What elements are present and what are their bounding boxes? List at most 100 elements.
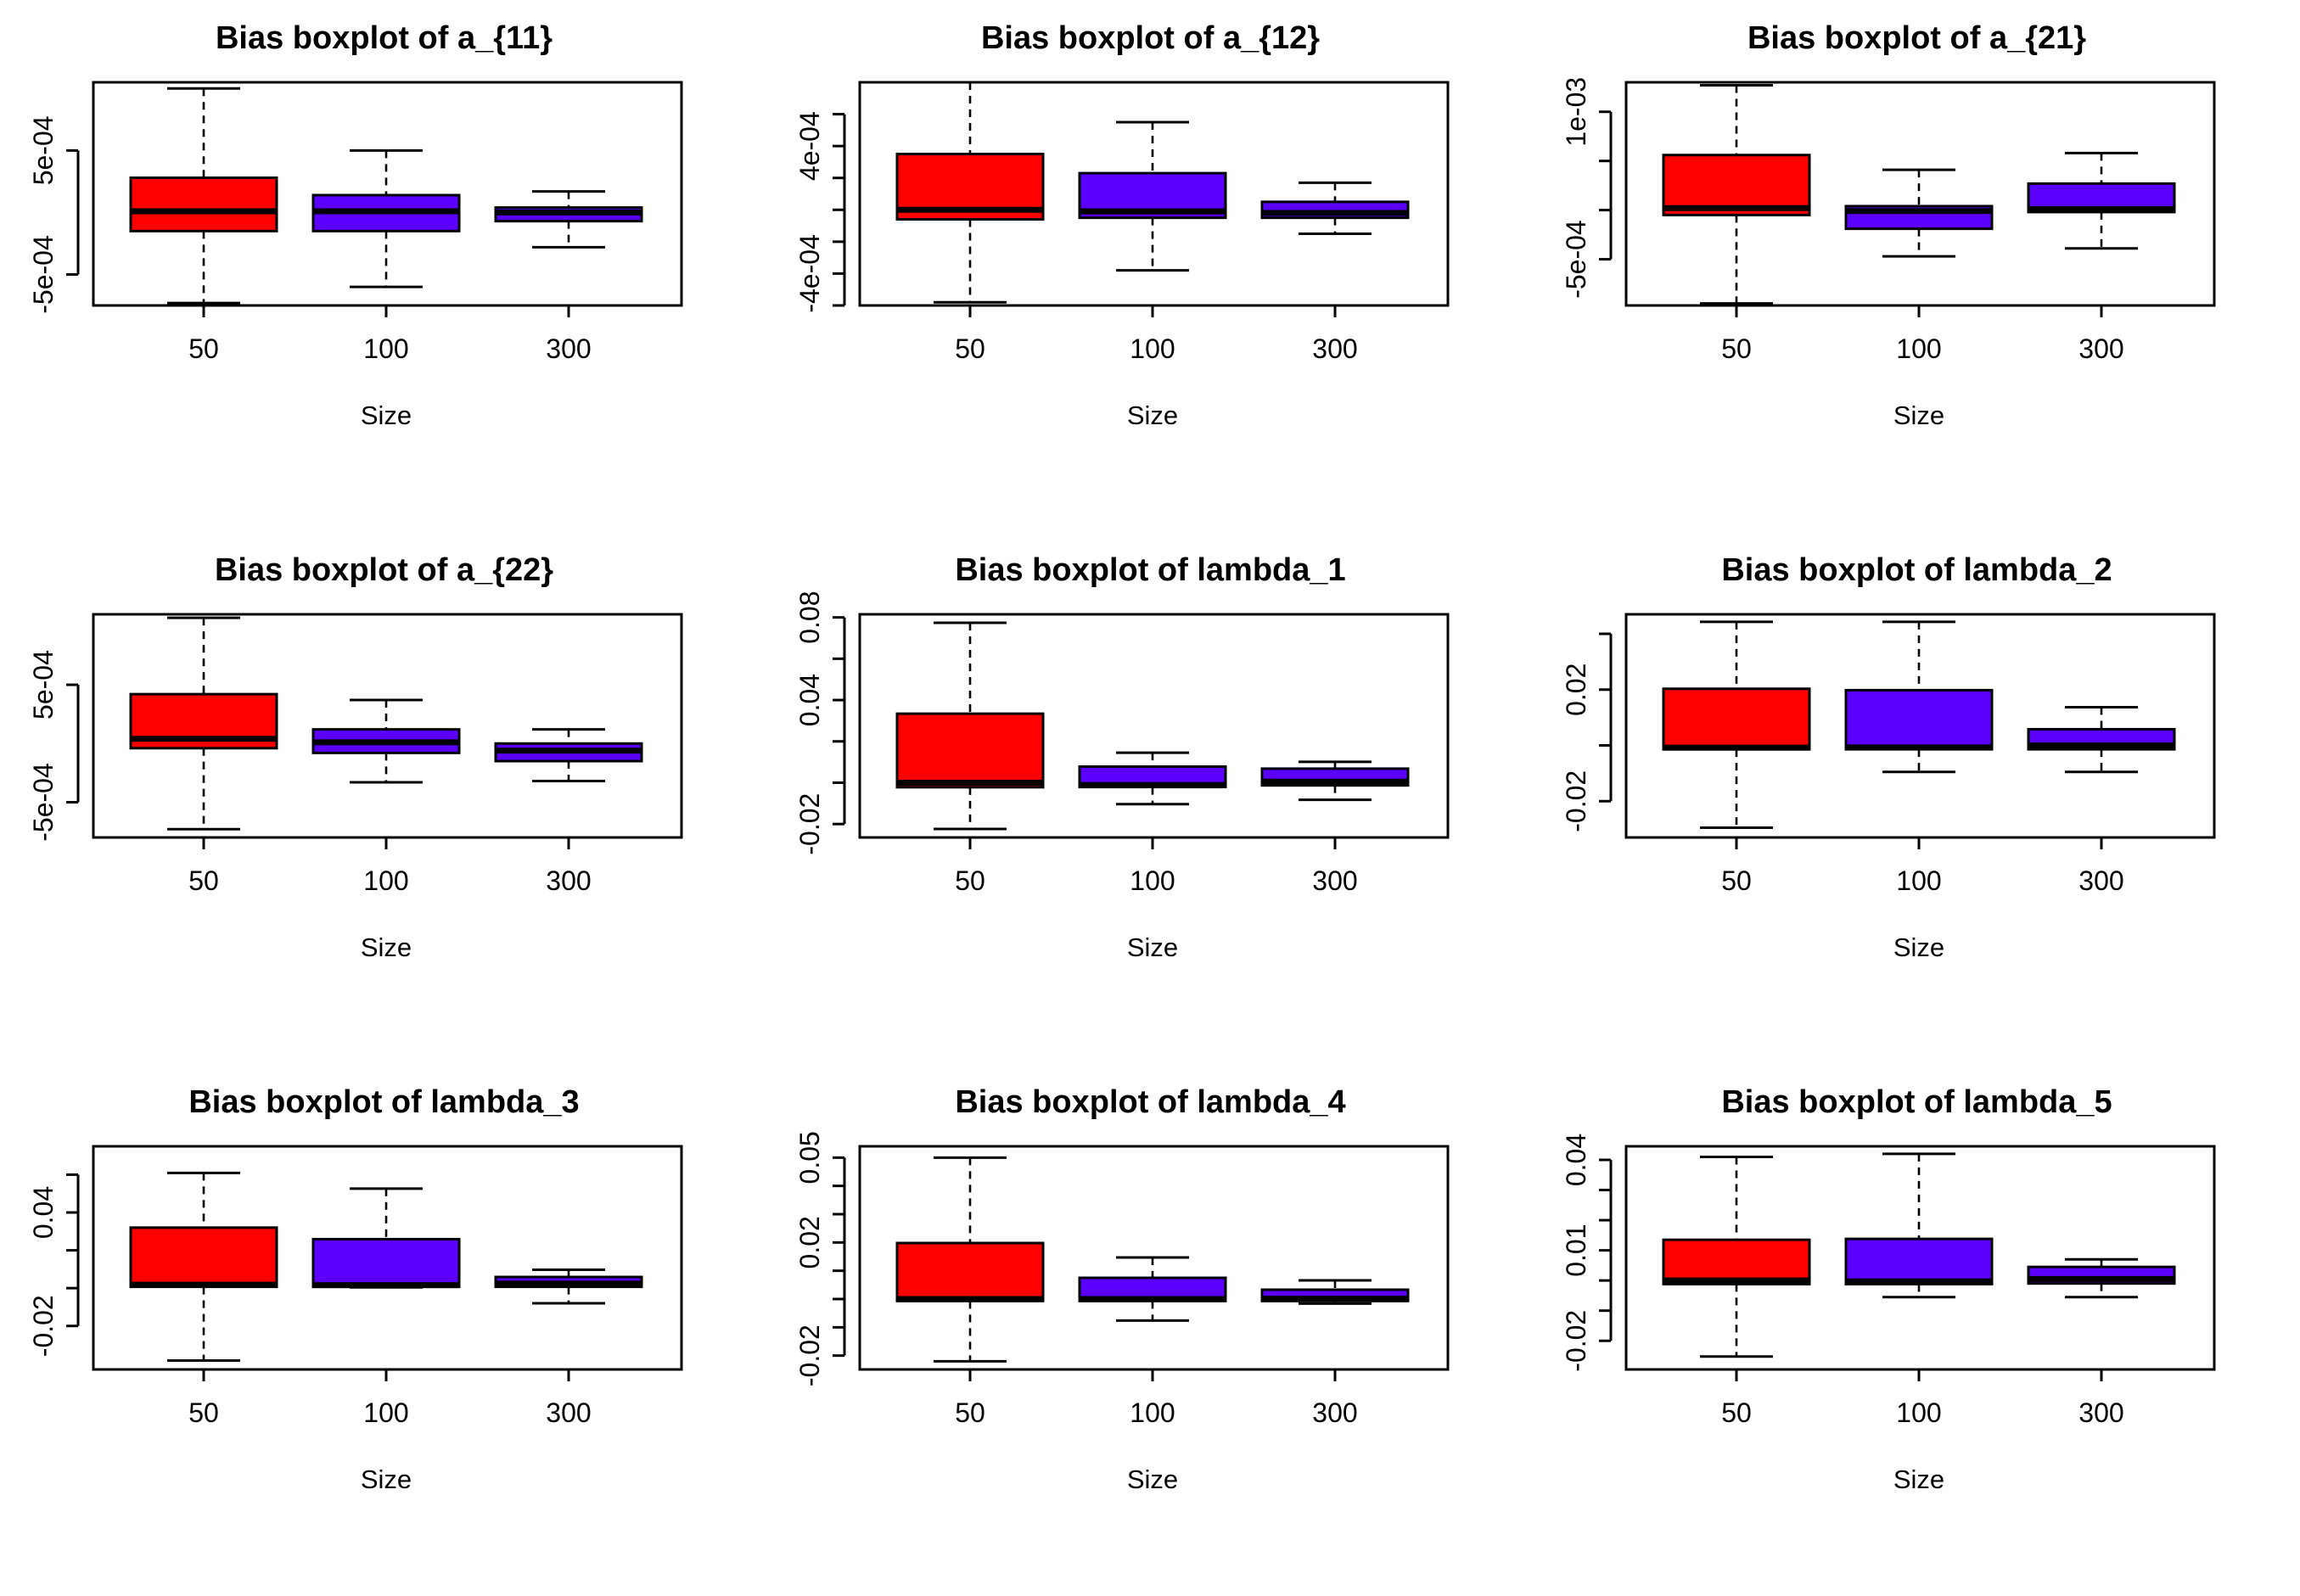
y-tick-label: 0.05 <box>794 1131 825 1184</box>
x-tick-label: 100 <box>1130 865 1175 896</box>
x-axis-title: Size <box>361 400 412 430</box>
box-300 <box>2027 151 2176 250</box>
box-iqr <box>895 1241 1045 1302</box>
boxplot-grid: Bias boxplot of a_{11} 50 100 300 Size -5e-04… <box>0 0 2299 1494</box>
x-tick-label: 100 <box>363 865 408 896</box>
box-300 <box>2027 705 2176 774</box>
boxplot-svg: Bias boxplot of lambda_3 50 100 300 Size -0.0… <box>28 1084 683 1494</box>
x-axis-title: Size <box>361 1464 412 1494</box>
box-300 <box>2027 1257 2176 1299</box>
x-tick-label: 50 <box>188 865 219 896</box>
chart-title: Bias boxplot of a_{21} <box>1747 20 2086 56</box>
box-50 <box>1662 83 1811 305</box>
x-tick-label: 100 <box>1896 1397 1941 1428</box>
box-iqr <box>895 712 1045 789</box>
boxplot-svg: Bias boxplot of lambda_4 50 100 300 Size -0.0… <box>794 1084 1450 1494</box>
y-tick-label: 1e-03 <box>1561 77 1591 147</box>
y-tick-label: -0.02 <box>28 1295 59 1357</box>
x-tick-label: 50 <box>1721 1397 1752 1428</box>
box-300 <box>1260 760 1410 802</box>
boxplot-panel: Bias boxplot of lambda_4 50 100 300 Size -0.0… <box>766 1064 1533 1596</box>
y-tick-label: -5e-04 <box>1561 220 1591 299</box>
chart-title: Bias boxplot of lambda_2 <box>1721 552 2112 588</box>
x-tick-label: 50 <box>955 865 985 896</box>
box-iqr <box>1662 154 1811 216</box>
y-tick-label: -5e-04 <box>28 235 59 314</box>
box-100 <box>311 1187 461 1289</box>
box-100 <box>311 698 461 784</box>
boxplot-panel: Bias boxplot of a_{21} 50 100 300 Size -5e-04… <box>1533 0 2299 532</box>
y-tick-label: 0.04 <box>1561 1134 1591 1186</box>
box-100 <box>1078 751 1227 806</box>
x-axis-title: Size <box>1127 400 1178 430</box>
box-300 <box>494 728 643 783</box>
boxplot-panel: Bias boxplot of a_{12} 50 100 300 Size -4e-04… <box>766 0 1533 532</box>
box-100 <box>1844 168 1994 258</box>
boxplot-panel: Bias boxplot of a_{22} 50 100 300 Size -5e-04… <box>0 532 766 1064</box>
box-iqr <box>1844 688 1994 751</box>
box-50 <box>129 87 278 305</box>
x-tick-label: 300 <box>1312 865 1357 896</box>
box-300 <box>494 1268 643 1305</box>
boxplot-svg: Bias boxplot of lambda_2 50 100 300 Size -0.0… <box>1561 552 2216 962</box>
box-50 <box>1662 620 1811 829</box>
x-tick-label: 50 <box>188 1397 219 1428</box>
y-tick-label: -4e-04 <box>794 234 825 313</box>
chart-title: Bias boxplot of lambda_1 <box>955 552 1345 588</box>
x-tick-label: 50 <box>188 333 219 364</box>
box-100 <box>1078 1256 1227 1322</box>
box-iqr <box>129 176 278 232</box>
y-tick-label: -0.02 <box>794 1324 825 1386</box>
y-tick-label: -0.02 <box>1561 770 1591 832</box>
chart-title: Bias boxplot of a_{11} <box>216 20 553 56</box>
x-tick-label: 100 <box>1130 333 1175 364</box>
x-tick-label: 300 <box>1312 1397 1357 1428</box>
x-axis-title: Size <box>1893 1464 1944 1494</box>
box-iqr <box>129 1226 278 1289</box>
x-tick-label: 50 <box>1721 865 1752 896</box>
boxplot-svg: Bias boxplot of a_{21} 50 100 300 Size -5e-04… <box>1561 20 2216 430</box>
box-iqr <box>1662 1238 1811 1285</box>
box-iqr <box>1844 1237 1994 1285</box>
y-tick-label: 0.04 <box>794 674 825 726</box>
boxplot-svg: Bias boxplot of lambda_5 50 100 300 Size -0.0… <box>1561 1084 2216 1494</box>
boxplot-svg: Bias boxplot of a_{22} 50 100 300 Size -5e-04… <box>28 552 683 962</box>
box-50 <box>895 81 1045 304</box>
y-tick-label: 0.02 <box>794 1216 825 1268</box>
x-axis-title: Size <box>361 932 412 962</box>
box-100 <box>1078 120 1227 272</box>
y-tick-label: 0.04 <box>28 1186 59 1239</box>
box-50 <box>129 616 278 831</box>
x-tick-label: 50 <box>1721 333 1752 364</box>
x-tick-label: 50 <box>955 1397 985 1428</box>
boxplot-panel: Bias boxplot of lambda_1 50 100 300 Size -0.0… <box>766 532 1533 1064</box>
box-50 <box>895 621 1045 831</box>
boxplot-svg: Bias boxplot of lambda_1 50 100 300 Size -0.0… <box>794 552 1450 962</box>
boxplot-panel: Bias boxplot of lambda_2 50 100 300 Size -0.0… <box>1533 532 2299 1064</box>
y-tick-label: 0.01 <box>1561 1224 1591 1276</box>
x-tick-label: 300 <box>546 1397 591 1428</box>
y-tick-label: 5e-04 <box>28 115 59 185</box>
y-tick-label: -0.02 <box>794 793 825 855</box>
x-tick-label: 50 <box>955 333 985 364</box>
chart-title: Bias boxplot of a_{22} <box>215 552 553 588</box>
x-tick-label: 300 <box>2078 865 2123 896</box>
boxplot-panel: Bias boxplot of lambda_3 50 100 300 Size -0.0… <box>0 1064 766 1596</box>
x-tick-label: 100 <box>1130 1397 1175 1428</box>
x-tick-label: 300 <box>1312 333 1357 364</box>
box-iqr <box>1662 687 1811 751</box>
box-100 <box>1844 1152 1994 1299</box>
y-tick-label: 5e-04 <box>28 650 59 720</box>
box-100 <box>311 148 461 288</box>
chart-title: Bias boxplot of a_{12} <box>981 20 1320 56</box>
x-tick-label: 300 <box>546 333 591 364</box>
boxplot-panel: Bias boxplot of a_{11} 50 100 300 Size -5e-04… <box>0 0 766 532</box>
y-tick-label: 0.02 <box>1561 664 1591 716</box>
x-axis-title: Size <box>1127 932 1178 962</box>
box-50 <box>895 1156 1045 1363</box>
x-tick-label: 100 <box>1896 333 1941 364</box>
x-tick-label: 300 <box>2078 333 2123 364</box>
box-iqr <box>311 1237 461 1289</box>
box-300 <box>1260 181 1410 235</box>
chart-title: Bias boxplot of lambda_5 <box>1721 1084 2112 1120</box>
